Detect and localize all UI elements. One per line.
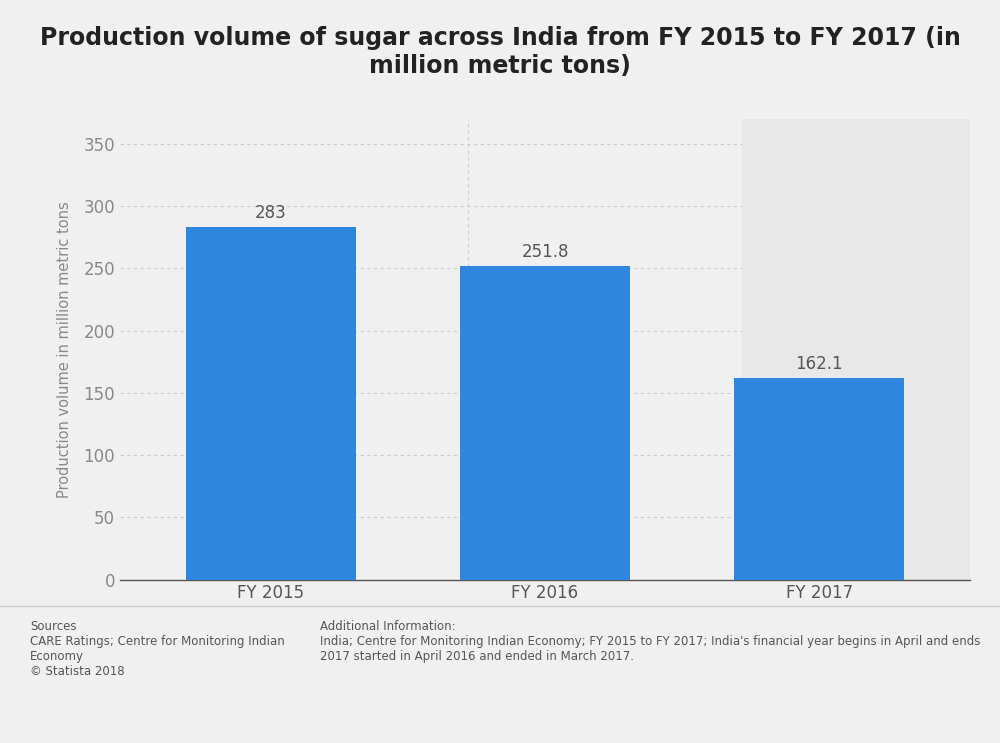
Bar: [734, 377, 904, 580]
Text: Additional Information:
India; Centre for Monitoring Indian Economy; FY 2015 to : Additional Information: India; Centre fo…: [320, 620, 980, 663]
Bar: [186, 227, 356, 580]
Text: 283: 283: [255, 204, 287, 222]
Text: Production volume of sugar across India from FY 2015 to FY 2017 (in
million metr: Production volume of sugar across India …: [40, 26, 960, 78]
Text: Sources
CARE Ratings; Centre for Monitoring Indian
Economy
© Statista 2018: Sources CARE Ratings; Centre for Monitor…: [30, 620, 285, 678]
Bar: [734, 377, 904, 580]
Text: 162.1: 162.1: [795, 354, 843, 373]
Bar: [460, 266, 630, 580]
Text: 251.8: 251.8: [521, 243, 569, 261]
Y-axis label: Production volume in million metric tons: Production volume in million metric tons: [57, 201, 72, 498]
Bar: [186, 227, 356, 580]
Bar: [460, 266, 630, 580]
